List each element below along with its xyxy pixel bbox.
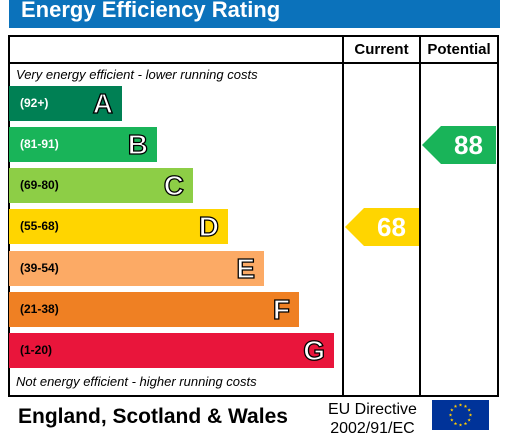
rating-band-g: (1-20) G bbox=[9, 333, 334, 368]
rating-band-c: (69-80) C bbox=[9, 168, 193, 203]
eu-star bbox=[458, 403, 463, 407]
band-letter-e: E bbox=[236, 252, 256, 284]
eu-star bbox=[463, 421, 468, 426]
band-letter-f: F bbox=[272, 293, 290, 325]
rating-band-b: (81-91) B bbox=[9, 127, 157, 162]
band-letter-d: D bbox=[198, 210, 220, 242]
band-range-d: (55-68) bbox=[20, 219, 59, 233]
header-divider bbox=[8, 62, 499, 64]
column-header-potential: Potential bbox=[427, 41, 491, 58]
band-range-f: (21-38) bbox=[20, 302, 59, 316]
eu-star bbox=[450, 408, 454, 412]
band-letter-a: A bbox=[92, 87, 114, 119]
potential-arrow-shape bbox=[422, 126, 496, 164]
rating-band-d: (55-68) D bbox=[9, 209, 228, 244]
band-range-e: (39-54) bbox=[20, 261, 59, 275]
current-arrow-shape bbox=[345, 208, 419, 246]
eu-star bbox=[450, 418, 454, 422]
band-range-g: (1-20) bbox=[20, 343, 53, 357]
divider-potential bbox=[419, 35, 421, 397]
band-range-c: (69-80) bbox=[20, 178, 59, 192]
eu-star bbox=[468, 413, 473, 417]
rating-band-f: (21-38) F bbox=[9, 292, 299, 327]
rating-band-e: (39-54) E bbox=[9, 251, 264, 286]
chart-title-bar: Energy Efficiency Rating bbox=[9, 0, 500, 28]
band-letter-g: G bbox=[303, 334, 326, 366]
eu-star bbox=[463, 404, 468, 408]
current-rating-arrow: 68 bbox=[345, 208, 419, 246]
band-letter-c: C bbox=[163, 169, 185, 201]
eu-star bbox=[467, 418, 471, 422]
current-rating-value: 68 bbox=[377, 212, 406, 242]
rating-band-a: (92+) A bbox=[9, 86, 122, 121]
divider-current bbox=[342, 35, 344, 397]
eu-flag-icon bbox=[432, 400, 489, 430]
potential-rating-value: 88 bbox=[454, 130, 483, 160]
eu-star bbox=[448, 413, 453, 417]
column-header-current: Current bbox=[354, 41, 409, 58]
eu-star bbox=[453, 404, 458, 408]
chart-title: Energy Efficiency Rating bbox=[21, 0, 281, 22]
potential-rating-arrow: 88 bbox=[422, 126, 496, 164]
note-very-efficient: Very energy efficient - lower running co… bbox=[16, 67, 258, 82]
footer-region: England, Scotland & Wales bbox=[18, 405, 288, 428]
directive-line-2: 2002/91/EC bbox=[330, 420, 415, 437]
band-range-b: (81-91) bbox=[20, 137, 59, 151]
directive-line-1: EU Directive bbox=[328, 401, 417, 418]
eu-star bbox=[467, 408, 471, 412]
band-letter-b: B bbox=[127, 128, 149, 160]
band-range-a: (92+) bbox=[20, 96, 49, 110]
eu-directive: EU Directive 2002/91/EC bbox=[328, 400, 417, 438]
eu-star bbox=[453, 421, 458, 426]
note-not-efficient: Not energy efficient - higher running co… bbox=[16, 374, 257, 389]
eu-star bbox=[458, 423, 463, 427]
